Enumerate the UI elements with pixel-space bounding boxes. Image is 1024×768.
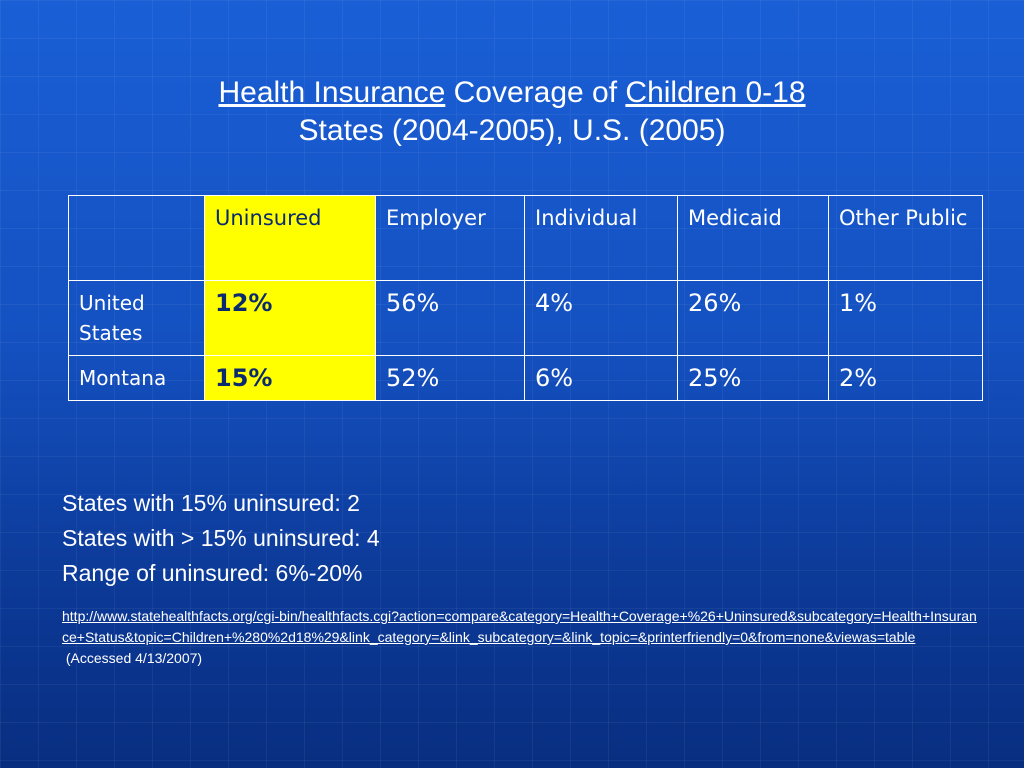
table-header-row: Uninsured Employer Individual Medicaid O…	[68, 195, 983, 281]
header-individual: Individual	[524, 195, 678, 281]
title-health-insurance: Health Insurance	[218, 76, 446, 109]
us-medicaid: 26%	[677, 280, 829, 356]
header-uninsured: Uninsured	[204, 195, 376, 281]
mt-uninsured: 15%	[204, 355, 376, 401]
title-coverage-of: Coverage of	[445, 76, 626, 109]
table-row: Montana 15% 52% 6% 25% 2%	[68, 355, 983, 401]
stat-line-15-percent: States with 15% uninsured: 2	[62, 490, 360, 516]
row-label-united-states: United States	[68, 280, 205, 356]
coverage-table: Uninsured Employer Individual Medicaid O…	[68, 195, 983, 401]
title-children: Children 0-18	[625, 76, 806, 109]
table-row: United States 12% 56% 4% 26% 1%	[68, 280, 983, 356]
slide-title: Health Insurance Coverage of Children 0-…	[0, 74, 1024, 150]
stat-line-over-15-percent: States with > 15% uninsured: 4	[62, 525, 380, 551]
header-employer: Employer	[375, 195, 525, 281]
mt-individual: 6%	[524, 355, 678, 401]
accessed-date: (Accessed 4/13/2007)	[62, 650, 203, 666]
title-line-1: Health Insurance Coverage of Children 0-…	[0, 74, 1024, 112]
us-individual: 4%	[524, 280, 678, 356]
us-employer: 56%	[375, 280, 525, 356]
mt-other-public: 2%	[828, 355, 983, 401]
us-uninsured: 12%	[204, 280, 376, 356]
mt-employer: 52%	[375, 355, 525, 401]
mt-medicaid: 25%	[677, 355, 829, 401]
header-cell-empty	[68, 195, 205, 281]
source-citation: http://www.statehealthfacts.org/cgi-bin/…	[62, 606, 977, 669]
header-medicaid: Medicaid	[677, 195, 829, 281]
title-line-2: States (2004-2005), U.S. (2005)	[298, 114, 726, 147]
row-label-montana: Montana	[68, 355, 205, 401]
source-link[interactable]: http://www.statehealthfacts.org/cgi-bin/…	[62, 608, 977, 645]
stat-line-range: Range of uninsured: 6%-20%	[62, 560, 363, 586]
stats-block: States with 15% uninsured: 2 States with…	[62, 486, 380, 591]
us-other-public: 1%	[828, 280, 983, 356]
header-other-public: Other Public	[828, 195, 983, 281]
